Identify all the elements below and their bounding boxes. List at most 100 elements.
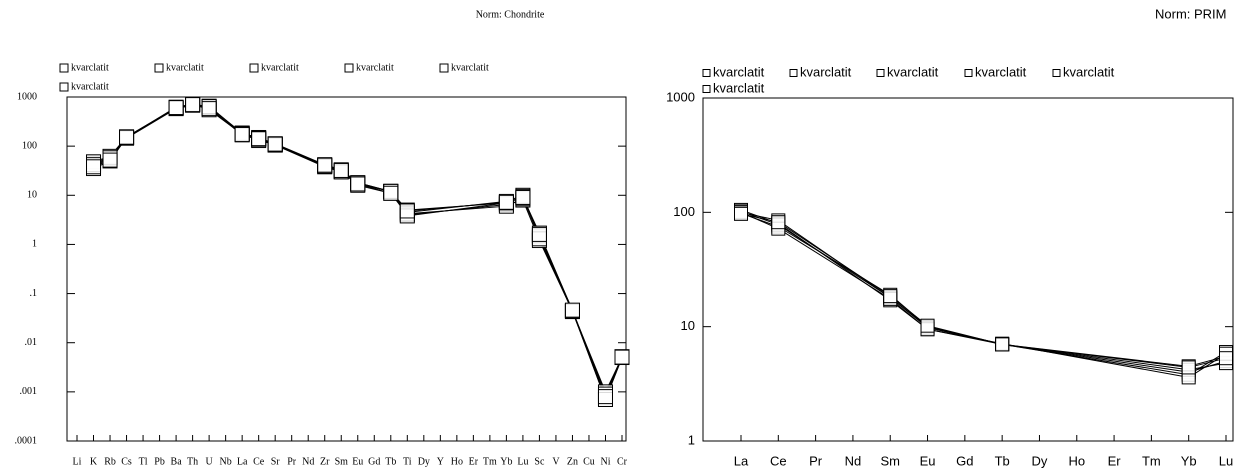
legend-marker <box>702 85 711 93</box>
legend-label: kvarclatit <box>261 62 299 73</box>
legend-label: kvarclatit <box>451 62 489 73</box>
x-tick-label: Ni <box>600 456 610 467</box>
data-marker <box>350 176 366 192</box>
legend-label: kvarclatit <box>356 62 394 73</box>
x-tick-label: Sr <box>271 456 281 467</box>
y-tick-label: .0001 <box>15 435 38 446</box>
x-tick-label: Tm <box>1142 453 1161 468</box>
x-tick-label: Eu <box>352 456 363 467</box>
legend-marker <box>249 63 259 73</box>
x-tick-label: Pb <box>154 456 165 467</box>
x-tick-label: Ho <box>1068 453 1085 468</box>
series-line <box>1002 343 1189 368</box>
x-tick-label: La <box>237 456 248 467</box>
plot-frame <box>66 96 627 442</box>
legend-marker <box>1052 69 1061 77</box>
x-tick-label: Tl <box>139 456 148 467</box>
series-line <box>407 205 507 215</box>
x-tick-label: Ti <box>403 456 412 467</box>
data-marker <box>564 302 580 318</box>
data-marker <box>251 131 267 147</box>
data-marker <box>734 206 748 221</box>
y-tick-label: .01 <box>25 337 38 348</box>
series-line <box>927 325 1003 345</box>
y-tick-label: 1 <box>32 239 37 250</box>
x-tick-label: Zr <box>320 456 330 467</box>
x-tick-label: Lu <box>1219 453 1233 468</box>
legend-marker <box>59 82 69 92</box>
data-marker <box>234 127 250 143</box>
y-tick-label: 10 <box>27 190 37 201</box>
legend-label: kvarclatit <box>713 80 765 95</box>
legend-label: kvarclatit <box>975 64 1027 79</box>
legend-marker <box>439 63 449 73</box>
x-tick-label: Th <box>187 456 198 467</box>
chart-title: Norm: PRIM <box>1155 6 1227 21</box>
x-tick-label: Pr <box>809 453 823 468</box>
x-tick-label: Ce <box>770 453 787 468</box>
x-tick-label: Tm <box>483 456 497 467</box>
data-marker <box>920 318 935 333</box>
series-line <box>778 228 891 300</box>
y-tick-label: .001 <box>20 386 38 397</box>
x-tick-label: Sc <box>534 456 545 467</box>
legend-marker <box>789 69 798 77</box>
y-tick-label: 10 <box>681 318 695 333</box>
data-marker <box>515 190 531 206</box>
series-line <box>274 143 325 166</box>
x-tick-label: Yb <box>500 456 512 467</box>
data-marker <box>498 194 514 210</box>
data-marker <box>531 226 547 242</box>
series-line <box>274 144 325 167</box>
legend-label: kvarclatit <box>166 62 204 73</box>
x-tick-label: K <box>90 456 98 467</box>
data-marker <box>771 215 786 230</box>
chart-left: Norm: Chondrite 1000 100 10 1 .1 .01 .001 .0001 L… <box>15 9 630 467</box>
legend-label: kvarclatit <box>800 64 852 79</box>
series-line <box>538 238 573 312</box>
x-tick-label: Lu <box>517 456 528 467</box>
legend-label: kvarclatit <box>887 64 939 79</box>
x-tick-label: Nb <box>220 456 232 467</box>
data-marker <box>597 389 613 405</box>
x-tick-label: Gd <box>368 456 380 467</box>
data-marker <box>168 100 184 116</box>
data-marker <box>317 157 333 173</box>
y-tick-label: 100 <box>22 140 37 151</box>
x-tick-label: Gd <box>956 453 973 468</box>
chart-title: Norm: Chondrite <box>476 9 545 20</box>
x-tick-label: La <box>734 453 749 468</box>
x-tick-label: Ho <box>451 456 463 467</box>
x-tick-label: Cu <box>583 456 595 467</box>
data-marker <box>119 129 135 145</box>
y-tick-label: 1000 <box>666 89 695 104</box>
x-tick-label: Ce <box>253 456 265 467</box>
data-marker <box>883 289 898 304</box>
data-marker <box>1181 360 1196 375</box>
data-marker <box>102 152 118 168</box>
legend-marker <box>702 69 711 77</box>
x-tick-label: Dy <box>1032 453 1048 468</box>
x-tick-label: Cr <box>617 456 628 467</box>
x-tick-label: Y <box>437 456 444 467</box>
series-line <box>571 309 606 397</box>
x-tick-label: Er <box>469 456 479 467</box>
series-line <box>778 224 891 298</box>
x-tick-label: Ba <box>171 456 183 467</box>
legend-marker <box>344 63 354 73</box>
x-tick-label: Pr <box>287 456 297 467</box>
series-line <box>778 221 891 297</box>
x-tick-label: Rb <box>104 456 116 467</box>
legend-label: kvarclatit <box>1063 64 1115 79</box>
y-tick-label: 1000 <box>17 91 37 102</box>
data-marker <box>333 162 349 178</box>
x-tick-label: Tb <box>385 456 396 467</box>
legend-label: kvarclatit <box>71 81 109 92</box>
x-tick-label: Yb <box>1181 453 1197 468</box>
data-marker <box>201 101 217 117</box>
x-tick-label: Nd <box>302 456 314 467</box>
chart-right: Norm: PRIM 1 10 100 1000 La Ce Pr Nd Sm Eu Gd Tb Dy Ho… <box>666 6 1234 468</box>
legend-marker <box>876 69 885 77</box>
data-marker <box>399 203 415 219</box>
